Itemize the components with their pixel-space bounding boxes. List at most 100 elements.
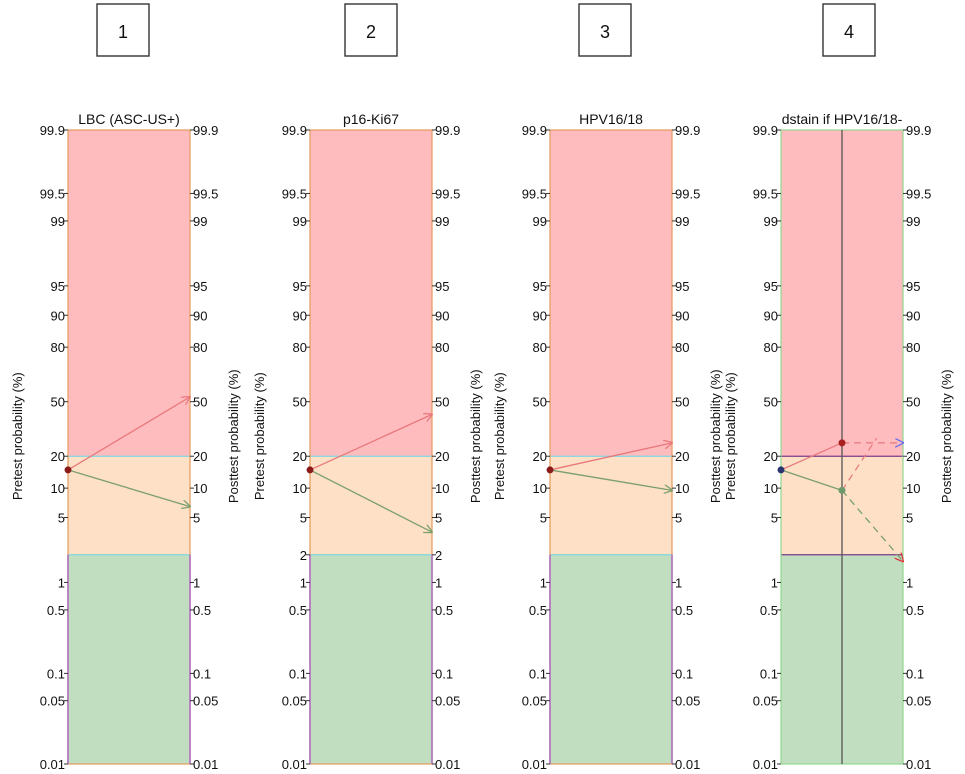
zone-intermediate [68, 456, 190, 555]
left-tick-label: 10 [533, 481, 547, 496]
panel-outline [67, 129, 191, 765]
left-tick-label: 20 [51, 449, 65, 464]
right-tick-label: 80 [193, 340, 207, 355]
intermediate-negative-point [838, 486, 846, 494]
panel-title: dstain if HPV16/18- [782, 111, 903, 127]
left-tick-label: 0.05 [282, 694, 307, 709]
right-tick-label: 0.05 [675, 694, 700, 709]
panel-number-box [96, 3, 150, 57]
right-tick-label: 80 [435, 340, 449, 355]
left-tick-label: 90 [293, 308, 307, 323]
right-tick-label: 90 [906, 308, 920, 323]
right-tick-label: 99 [675, 214, 689, 229]
right-tick-label: 2 [435, 548, 442, 563]
left-tick-label: 0.01 [40, 757, 65, 772]
zone-low [310, 554, 432, 764]
left-tick-label: 2 [300, 548, 307, 563]
right-tick-label: 50 [906, 395, 920, 410]
zone-intermediate [550, 456, 672, 555]
right-tick-label: 99.9 [435, 123, 460, 138]
left-tick-label: 95 [764, 279, 778, 294]
panel-title: p16-Ki67 [343, 111, 399, 127]
right-tick-label: 0.5 [906, 603, 924, 618]
zone-low [550, 554, 672, 764]
right-tick-label: 0.01 [906, 757, 931, 772]
left-tick-label: 10 [764, 481, 778, 496]
right-tick-label: 90 [435, 308, 449, 323]
right-tick-label: 50 [193, 395, 207, 410]
left-tick-label: 90 [533, 308, 547, 323]
right-tick-label: 0.5 [193, 603, 211, 618]
left-tick-label: 1 [540, 575, 547, 590]
left-tick-label: 99 [51, 214, 65, 229]
right-tick-label: 10 [906, 481, 920, 496]
pretest-point [777, 466, 785, 474]
left-tick-label: 90 [51, 308, 65, 323]
right-tick-label: 10 [193, 481, 207, 496]
right-tick-label: 90 [675, 308, 689, 323]
pretest-axis-label: Pretest probability (%) [492, 372, 507, 500]
pretest-axis-label: Pretest probability (%) [10, 372, 25, 500]
right-tick-label: 99.9 [193, 123, 218, 138]
panel-number-box [578, 3, 632, 57]
right-tick-label: 99 [435, 214, 449, 229]
left-tick-label: 20 [533, 449, 547, 464]
right-tick-label: 99.5 [193, 186, 218, 201]
right-tick-label: 0.5 [435, 603, 453, 618]
posttest-axis-label: Posttest probability (%) [468, 369, 483, 503]
left-tick-label: 0.01 [282, 757, 307, 772]
panel-number: 4 [844, 22, 854, 42]
zone-high [550, 130, 672, 457]
right-tick-label: 5 [675, 511, 682, 526]
left-tick-label: 0.1 [529, 666, 547, 681]
left-tick-label: 0.1 [47, 666, 65, 681]
positive-first-step-line [780, 442, 843, 471]
left-tick-label: 5 [771, 511, 778, 526]
right-tick-label: 10 [675, 481, 689, 496]
right-tick-label: 0.01 [435, 757, 460, 772]
left-tick-label: 0.05 [40, 694, 65, 709]
panel-number: 3 [600, 22, 610, 42]
zone-high [310, 130, 432, 457]
left-tick-label: 99.9 [40, 123, 65, 138]
left-tick-label: 99.9 [282, 123, 307, 138]
left-tick-label: 0.1 [289, 666, 307, 681]
left-tick-label: 10 [51, 481, 65, 496]
right-tick-label: 90 [193, 308, 207, 323]
left-tick-label: 5 [58, 511, 65, 526]
left-tick-label: 50 [533, 395, 547, 410]
right-tick-label: 99 [906, 214, 920, 229]
positive-result-arrow [549, 443, 672, 471]
right-tick-label: 0.1 [906, 666, 924, 681]
right-tick-label: 1 [193, 575, 200, 590]
positive-result-arrow [309, 414, 432, 471]
left-tick-label: 95 [533, 279, 547, 294]
left-tick-label: 99.5 [282, 186, 307, 201]
pretest-axis-label: Pretest probability (%) [252, 372, 267, 500]
left-tick-label: 0.5 [760, 603, 778, 618]
panel-number: 1 [118, 22, 128, 42]
left-tick-label: 0.5 [529, 603, 547, 618]
negative-second-step-arrow [841, 489, 903, 561]
panel-title: LBC (ASC-US+) [78, 111, 180, 127]
left-tick-label: 0.01 [753, 757, 778, 772]
right-tick-label: 5 [435, 511, 442, 526]
left-tick-label: 0.05 [522, 694, 547, 709]
left-tick-label: 99.5 [753, 186, 778, 201]
left-tick-label: 0.5 [289, 603, 307, 618]
pretest-point [546, 466, 554, 474]
right-tick-label: 99.9 [675, 123, 700, 138]
left-tick-label: 99 [293, 214, 307, 229]
left-tick-label: 50 [764, 395, 778, 410]
nomogram-panel-2: 2 p16-Ki67 99.9 99.9 99.5 99.5 99 99 95 95 90 90 80 8… [252, 3, 483, 772]
right-tick-label: 0.5 [675, 603, 693, 618]
zone-low [68, 554, 190, 764]
left-tick-label: 5 [300, 511, 307, 526]
positive-result-arrow [67, 397, 190, 471]
left-tick-label: 0.5 [47, 603, 65, 618]
negative-first-step-line [780, 469, 843, 491]
left-tick-label: 20 [293, 449, 307, 464]
right-tick-label: 0.1 [193, 666, 211, 681]
